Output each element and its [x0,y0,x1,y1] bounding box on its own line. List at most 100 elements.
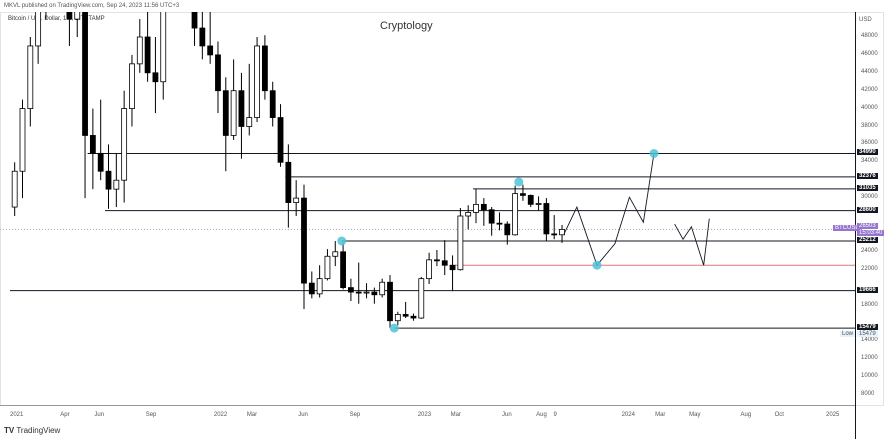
time-tick-label: Jun [298,412,308,418]
projection-path [563,153,655,267]
candle-body [207,45,214,56]
time-tick-label: Jun [502,412,512,418]
candle-body [261,45,268,92]
candle-body [324,255,331,280]
candle-body [363,291,370,294]
pivot-marker [337,236,347,246]
candle-body [543,203,550,235]
price-tick-label: 46000 [861,50,878,57]
candle-body [371,291,378,296]
candle-body [496,222,503,225]
time-tick-label: Sep [349,412,361,418]
candle-body [535,203,542,205]
candle-body [199,27,206,47]
projection-path [674,218,710,266]
price-tick-label: 14000 [861,337,878,344]
candle-body [512,193,519,236]
candle-body [418,278,425,319]
candle-body [222,90,229,136]
plot-area [0,12,855,333]
currency-label: USD [859,17,872,23]
candle-body [379,281,386,296]
candle-body [152,72,159,83]
candle-body [82,12,88,136]
level-price-label: 32376 [857,172,878,179]
low-label: Low [840,331,856,338]
candle-body [269,90,276,118]
low-value-label: 15479 [857,331,878,338]
time-tick-label: Jun [94,412,105,418]
candle-body [441,260,448,266]
level-price-label: 34990 [857,149,878,156]
candle-body [473,203,479,213]
price-tick-label: 48000 [861,33,878,39]
candle-body [129,63,135,109]
candle-body [285,161,292,203]
candle-body [402,314,409,317]
candle-body [35,12,42,47]
candle-body [480,203,487,211]
price-tick-label: 44000 [861,68,878,75]
time-tick-label: Mar [246,412,258,418]
current-symbol-label: BTCUSD [833,225,862,232]
candle-body [121,108,128,181]
pivot-marker [389,323,399,333]
price-tick-label: 24000 [861,247,878,254]
candle-body [348,287,354,293]
candle-body [465,212,472,217]
candle-body [308,282,315,295]
time-tick-label: Aug [536,412,547,418]
candle-body [426,259,432,280]
price-tick-label: 38000 [861,122,878,129]
candle-body [97,152,104,172]
candle-body [74,12,81,20]
candle-body [160,12,167,83]
candle-body [520,193,526,196]
candle-body [191,12,198,29]
symbol-legend: Bitcoin / U.S. Dollar, 1W, BITSTAMP [8,16,105,22]
candle-body [387,281,393,322]
current-price-label: 26503 [857,223,878,230]
level-price-label: 25212 [857,236,878,243]
time-tick-label: Mar [655,412,666,418]
candle-body [238,90,245,127]
level-price-label: 19666 [857,286,878,293]
candle-body [136,36,143,65]
brand-text: TradingView [16,426,61,435]
candle-body [488,209,495,224]
price-tick-label: 34000 [861,158,878,165]
candle-body [113,179,120,190]
candle-body [230,90,237,136]
time-tick-label: 2022 [213,412,228,418]
candle-body [27,45,34,110]
price-tick-label: 30000 [861,194,878,201]
pivot-marker [592,260,602,270]
candle-body [449,264,456,271]
countdown-label: 15:03:40 [857,230,884,237]
candle-body [457,215,464,271]
time-tick-label: Sep [145,412,157,418]
candle-body [559,229,565,236]
candle-body [66,12,73,20]
candle-body [293,197,300,203]
candle-body [394,314,401,322]
time-tick-label: 2023 [417,412,432,418]
time-tick-label: 2024 [621,412,635,418]
price-tick-label: 42000 [861,86,878,93]
candle-body [316,278,323,295]
candle-body [504,223,511,236]
time-tick-label: 2025 [826,412,840,418]
time-tick-label: Apr [60,412,70,418]
time-tick-label: Mar [450,412,462,418]
level-price-label: 28600 [857,206,878,213]
candle-body [410,315,417,319]
candle-body [246,117,253,127]
candle-body [89,135,96,154]
candle-body [527,195,534,205]
published-caption: MKVL published on TradingView.com, Sep 2… [4,3,180,9]
candle-body [434,259,440,262]
pivot-marker [649,148,659,158]
price-tick-label: 12000 [861,355,878,362]
tradingview-logo: TV TradingView [4,426,61,435]
